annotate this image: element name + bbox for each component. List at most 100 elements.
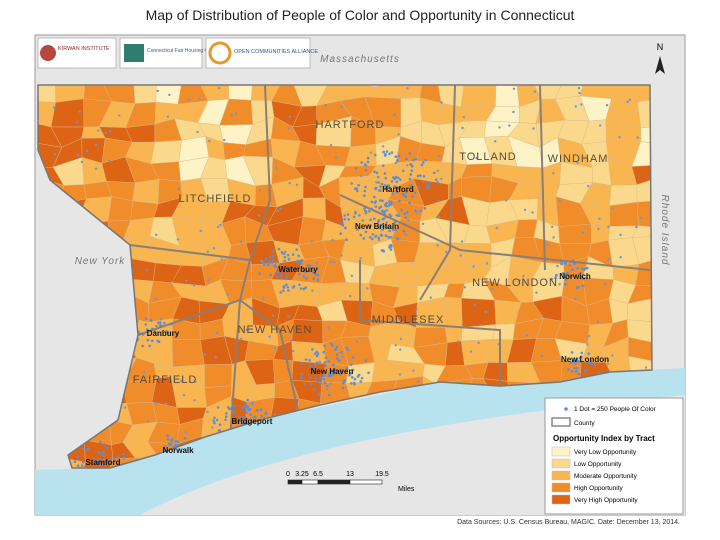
dot <box>475 156 478 160</box>
dot <box>98 458 102 461</box>
dot <box>364 185 367 189</box>
dot <box>223 138 226 142</box>
dot <box>375 181 378 184</box>
dot <box>330 260 333 263</box>
dot <box>315 354 319 358</box>
dot <box>397 214 401 218</box>
dot <box>399 178 402 181</box>
dot <box>148 344 151 348</box>
dot <box>349 363 353 366</box>
dot <box>333 368 337 372</box>
scale-tick-label: 0 <box>286 471 290 478</box>
dot <box>552 171 555 175</box>
dot <box>155 233 158 237</box>
dot <box>246 398 249 402</box>
state-border <box>37 84 653 469</box>
dot <box>234 112 238 115</box>
dot <box>400 208 403 212</box>
dot <box>436 169 440 173</box>
city-label: Danbury <box>147 329 180 338</box>
dot <box>554 275 558 278</box>
dot <box>388 152 391 156</box>
dot <box>580 267 584 270</box>
dot <box>563 262 567 265</box>
dot <box>150 339 154 343</box>
dot <box>406 163 409 167</box>
dot <box>432 171 436 175</box>
dot <box>552 236 555 239</box>
dot <box>581 231 585 234</box>
legend-class-label: High Opportunity <box>574 485 624 492</box>
dot <box>429 296 433 299</box>
dot <box>578 356 582 360</box>
dot <box>313 388 316 391</box>
dot <box>345 238 348 241</box>
logo-text: KIRWAN INSTITUTE <box>58 46 110 52</box>
dot <box>304 270 308 274</box>
dot <box>397 176 400 180</box>
dot <box>374 205 378 208</box>
dot <box>316 380 319 384</box>
dot <box>76 464 80 467</box>
dot <box>362 237 366 240</box>
dot <box>603 283 607 286</box>
dot <box>95 460 99 464</box>
dot <box>277 247 281 251</box>
tract <box>684 256 713 285</box>
dot <box>287 315 290 318</box>
dot <box>328 372 332 376</box>
dot <box>369 218 372 222</box>
dot <box>101 462 104 466</box>
dot <box>377 236 380 240</box>
dot <box>109 129 112 133</box>
dot <box>315 361 319 365</box>
dot <box>558 283 561 286</box>
dot <box>91 457 95 461</box>
dot <box>285 276 289 280</box>
dot <box>373 153 377 157</box>
dot <box>366 156 370 160</box>
dot <box>408 177 412 181</box>
dot <box>182 394 186 397</box>
dot <box>244 408 247 411</box>
dot <box>417 380 420 383</box>
dot <box>394 155 398 159</box>
dot <box>334 156 338 159</box>
dot <box>268 335 271 338</box>
tract <box>396 262 418 288</box>
source-note: Data Sources: U.S. Census Bureau, MAGIC.… <box>457 519 680 526</box>
dot <box>351 368 355 372</box>
north-arrow: N <box>655 42 665 74</box>
dot <box>366 160 370 164</box>
dot <box>323 361 327 364</box>
dot <box>271 261 274 264</box>
dot <box>394 228 397 232</box>
dot <box>299 287 303 290</box>
dot <box>251 402 254 405</box>
dot <box>156 339 160 343</box>
dot <box>311 347 314 351</box>
dot <box>262 297 265 300</box>
dot <box>434 178 438 181</box>
dot <box>244 411 248 414</box>
dot <box>574 369 578 373</box>
dot <box>269 273 272 277</box>
dot <box>385 209 388 212</box>
dot <box>391 192 394 195</box>
dot <box>402 229 406 233</box>
dot <box>315 262 318 265</box>
tract <box>132 179 160 205</box>
dot <box>331 344 334 347</box>
dot <box>76 455 80 459</box>
dot <box>262 263 266 267</box>
tract <box>637 98 652 129</box>
dot <box>282 252 286 255</box>
dot <box>292 285 296 288</box>
dot <box>268 260 271 264</box>
dot <box>310 240 313 243</box>
dot <box>598 217 601 220</box>
dot <box>377 219 381 222</box>
dot <box>445 250 448 254</box>
tract <box>150 140 182 164</box>
dot <box>217 429 221 432</box>
